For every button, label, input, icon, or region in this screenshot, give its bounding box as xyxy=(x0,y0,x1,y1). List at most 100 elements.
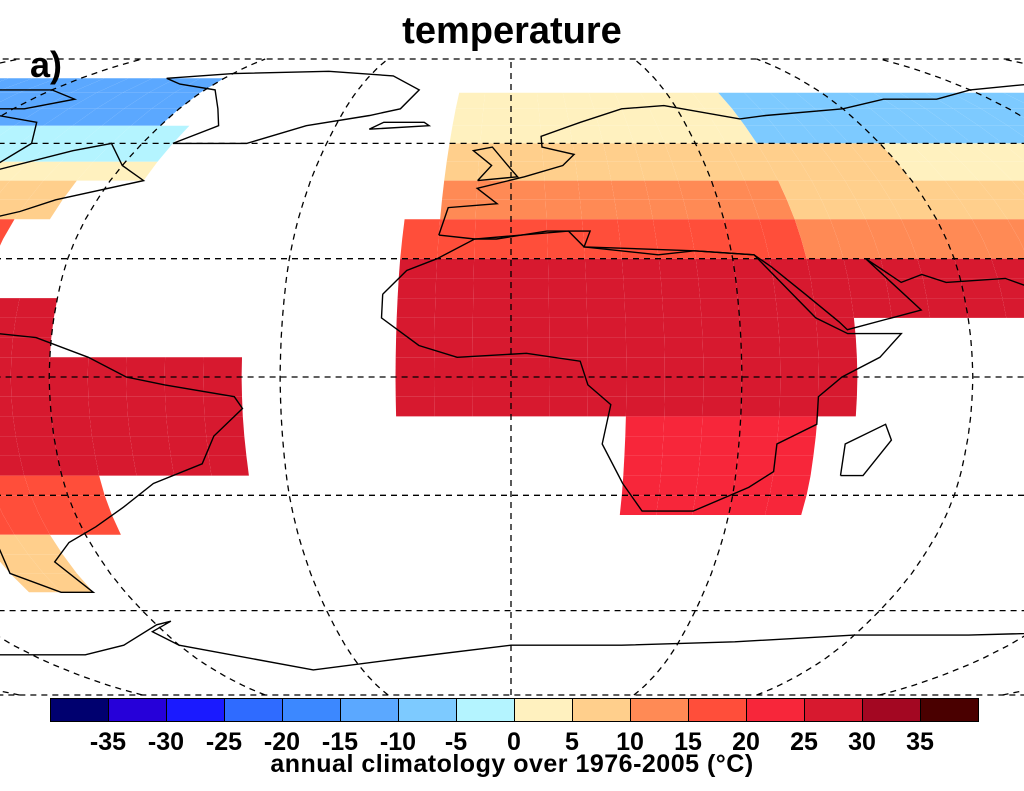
grid-cell xyxy=(450,126,482,144)
grid-cell xyxy=(738,436,778,456)
grid-cell xyxy=(656,239,696,259)
grid-cell xyxy=(703,338,742,358)
grid-cell xyxy=(724,219,765,239)
coastline xyxy=(841,424,892,475)
grid-cell xyxy=(128,416,168,436)
grid-cell xyxy=(24,476,67,496)
grid-cell xyxy=(741,397,780,417)
grid-cell xyxy=(742,377,781,397)
grid-cell xyxy=(807,259,848,279)
grid-cell xyxy=(599,126,634,144)
grid-cell xyxy=(615,200,653,220)
grid-cell xyxy=(702,318,741,338)
grid-cell xyxy=(625,318,664,338)
grid-cell xyxy=(617,219,656,239)
colorbar-swatch xyxy=(108,698,167,722)
grid-cell xyxy=(626,338,665,358)
coastline xyxy=(0,621,1024,670)
grid-cell xyxy=(126,357,165,377)
grid-cell xyxy=(435,278,473,298)
grid-cell xyxy=(665,357,704,377)
grid-cell xyxy=(511,377,550,397)
grid-cell xyxy=(620,495,659,515)
grid-cell xyxy=(434,338,473,358)
grid-cell xyxy=(770,259,811,279)
grid-cell xyxy=(776,298,816,318)
grid-cell xyxy=(483,93,511,109)
grid-cell xyxy=(396,377,435,397)
grid-cell xyxy=(11,397,51,417)
grid-cell xyxy=(0,416,16,436)
grid-cell xyxy=(580,200,617,220)
grid-cell xyxy=(626,377,665,397)
coastline xyxy=(369,122,429,129)
grid-cell xyxy=(965,298,1007,318)
grid-cell xyxy=(0,397,13,417)
grid-cell xyxy=(795,219,838,239)
grid-cell xyxy=(434,318,473,338)
grid-cell xyxy=(736,456,776,476)
colorbar-swatch xyxy=(282,698,341,722)
colorbar-swatch xyxy=(630,698,689,722)
grid-cell xyxy=(626,397,665,417)
grid-cell xyxy=(90,416,130,436)
grid-cell xyxy=(778,318,818,338)
grid-cell xyxy=(444,162,479,181)
grid-cell xyxy=(473,357,512,377)
grid-cell xyxy=(95,456,136,476)
grid-cell xyxy=(779,338,818,358)
grid-cell xyxy=(653,219,693,239)
grid-cell xyxy=(811,278,852,298)
colorbar-swatch xyxy=(572,698,631,722)
grid-cell xyxy=(640,162,679,181)
grid-cell xyxy=(11,377,50,397)
grid-cell xyxy=(0,357,11,377)
colorbar-swatch xyxy=(340,698,399,722)
grid-cell xyxy=(659,259,698,279)
grid-cell xyxy=(624,436,663,456)
grid-cell xyxy=(511,162,544,181)
grid-cell xyxy=(0,239,3,259)
grid-cell xyxy=(649,200,688,220)
grid-cell xyxy=(623,456,662,476)
grid-cell xyxy=(13,318,54,338)
grid-cell xyxy=(165,397,204,417)
grid-cell xyxy=(476,200,512,220)
grid-cell xyxy=(398,278,437,298)
grid-cell xyxy=(740,318,780,338)
grid-cell xyxy=(779,397,818,417)
grid-cell xyxy=(434,397,473,417)
grid-cell xyxy=(587,318,626,338)
grid-cell xyxy=(511,239,548,259)
grid-cell xyxy=(729,495,770,515)
colorbar-swatch xyxy=(804,698,863,722)
grid-cell xyxy=(662,436,701,456)
grid-cell xyxy=(92,436,133,456)
grid-cell xyxy=(738,298,778,318)
grid-cell xyxy=(50,397,90,417)
grid-cell xyxy=(741,338,780,358)
grid-cell xyxy=(851,298,892,318)
grid-cell xyxy=(477,181,512,200)
grid-cell xyxy=(575,162,611,181)
grid-cell xyxy=(203,377,242,397)
grid-cell xyxy=(442,181,478,200)
grid-cell xyxy=(88,397,128,417)
colorbar-swatch xyxy=(456,698,515,722)
grid-cell xyxy=(759,219,801,239)
grid-cell xyxy=(400,239,438,259)
grid-cell xyxy=(844,259,886,279)
grid-cell xyxy=(570,126,604,144)
grid-cell xyxy=(11,357,50,377)
grid-cell xyxy=(62,476,105,496)
grid-cell xyxy=(698,278,738,298)
grid-cell xyxy=(0,377,11,397)
grid-cell xyxy=(696,259,736,279)
grid-cell xyxy=(818,338,857,358)
grid-cell xyxy=(603,143,639,161)
grid-cell xyxy=(482,109,511,126)
grid-cell xyxy=(742,357,781,377)
grid-cell xyxy=(692,239,732,259)
